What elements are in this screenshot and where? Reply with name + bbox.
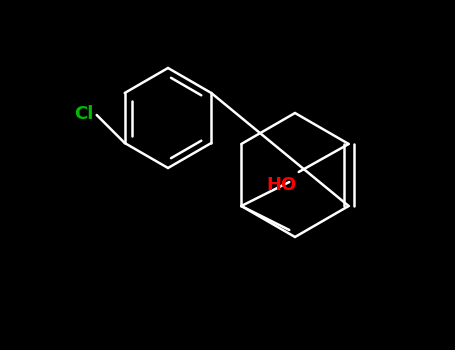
Text: HO: HO	[267, 176, 297, 194]
Text: Cl: Cl	[74, 105, 94, 123]
